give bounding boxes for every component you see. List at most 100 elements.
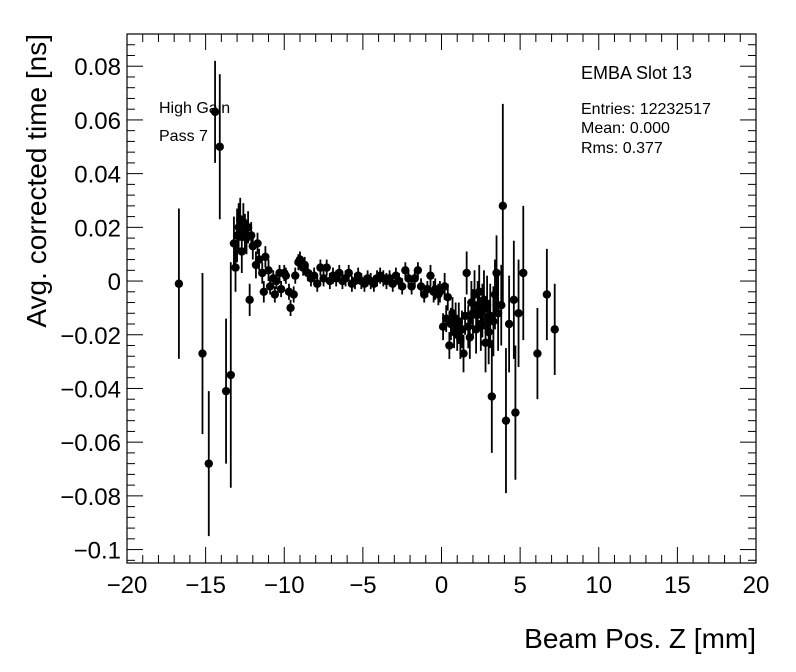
data-point <box>265 282 275 291</box>
x-tick-label: 10 <box>585 572 612 599</box>
data-point <box>281 271 291 280</box>
data-point <box>459 349 468 358</box>
data-point <box>388 279 397 288</box>
data-point <box>509 295 519 305</box>
y-tick-label: 0.08 <box>74 54 121 81</box>
data-point <box>445 341 454 350</box>
data-point <box>443 292 452 302</box>
data-point <box>533 349 542 358</box>
data-point <box>276 284 286 294</box>
y-tick-labels: −0.1 −0.08 −0.06 −0.04 −0.02 0 0.02 0.04 0.06 0.0… <box>60 54 121 564</box>
data-point <box>438 322 448 331</box>
data-point <box>221 386 231 396</box>
data-point <box>487 392 497 401</box>
annotation-pass: Pass 7 <box>159 128 208 145</box>
x-axis-label: Beam Pos. Z [mm] <box>524 623 756 654</box>
data-point <box>413 266 423 275</box>
data-point <box>407 282 416 291</box>
data-point <box>319 274 328 283</box>
data-point <box>504 319 514 329</box>
data-point <box>231 263 240 272</box>
annotation-gain: High Gain <box>159 100 230 117</box>
data-point <box>550 325 559 334</box>
data-point <box>261 252 270 262</box>
x-tick-label: −5 <box>349 572 376 599</box>
data-point <box>501 416 511 425</box>
stats-entries: Entries: 12232517 <box>581 101 711 118</box>
data-point <box>462 268 471 278</box>
y-tick-label: −0.04 <box>60 376 121 403</box>
data-point <box>309 271 319 280</box>
y-tick-label: −0.1 <box>74 538 121 565</box>
data-point <box>401 266 410 275</box>
stats-title: EMBA Slot 13 <box>581 63 692 83</box>
data-point <box>457 325 467 334</box>
y-tick-label: −0.08 <box>60 484 121 511</box>
x-tick-label: 0 <box>435 572 448 599</box>
data-point <box>291 271 300 280</box>
data-points <box>174 60 559 537</box>
data-point <box>410 274 419 283</box>
data-point <box>313 279 322 288</box>
x-tick-label: 5 <box>513 572 526 599</box>
data-point <box>397 282 407 291</box>
data-point <box>253 239 262 248</box>
data-point <box>316 263 325 272</box>
axis-ticks <box>126 33 757 563</box>
x-tick-label: 15 <box>664 572 691 599</box>
data-point <box>210 107 220 117</box>
data-point <box>344 268 353 278</box>
data-point <box>465 333 475 342</box>
data-point <box>300 260 309 270</box>
data-point <box>498 201 508 211</box>
data-point <box>254 255 264 264</box>
data-point <box>237 247 246 256</box>
data-point <box>416 282 426 291</box>
data-point <box>404 274 413 283</box>
data-point <box>493 309 503 318</box>
data-point <box>264 266 273 275</box>
data-point <box>215 142 224 151</box>
x-tick-label: −10 <box>264 572 305 599</box>
data-point <box>475 287 484 296</box>
data-point <box>497 301 506 310</box>
data-point <box>245 295 254 305</box>
data-point <box>335 268 344 278</box>
y-tick-label: 0.02 <box>74 215 121 242</box>
data-point <box>259 287 269 296</box>
data-point <box>258 268 267 278</box>
data-point <box>542 290 552 299</box>
data-point <box>460 311 470 321</box>
y-tick-label: −0.06 <box>60 430 121 457</box>
stats-rms: Rms: 0.377 <box>581 140 663 157</box>
x-tick-labels: −20 −15 −10 −5 0 5 10 15 20 <box>107 572 770 599</box>
x-tick-label: −15 <box>185 572 226 599</box>
data-point <box>243 223 253 232</box>
data-point <box>492 268 501 278</box>
data-point <box>426 271 435 280</box>
data-point <box>198 349 207 358</box>
data-point <box>174 279 184 288</box>
y-axis-label: Avg. corrected time [ns] <box>21 34 52 328</box>
data-point <box>286 303 295 313</box>
data-point <box>489 317 498 326</box>
data-point <box>481 338 490 348</box>
x-tick-label: 20 <box>743 572 770 599</box>
data-point <box>484 327 493 337</box>
data-point <box>514 309 523 318</box>
y-tick-label: −0.02 <box>60 323 121 350</box>
y-tick-label: 0.06 <box>74 108 121 135</box>
data-point <box>322 263 331 272</box>
y-tick-label: 0.04 <box>74 162 121 189</box>
data-point <box>423 284 432 294</box>
x-tick-label: −20 <box>107 572 148 599</box>
data-point <box>440 282 449 291</box>
data-point <box>519 268 528 278</box>
data-point <box>226 370 235 380</box>
data-point <box>247 231 256 240</box>
stats-mean: Mean: 0.000 <box>581 120 670 137</box>
y-tick-label: 0 <box>108 269 121 296</box>
data-point <box>511 408 520 417</box>
data-point <box>270 290 280 299</box>
